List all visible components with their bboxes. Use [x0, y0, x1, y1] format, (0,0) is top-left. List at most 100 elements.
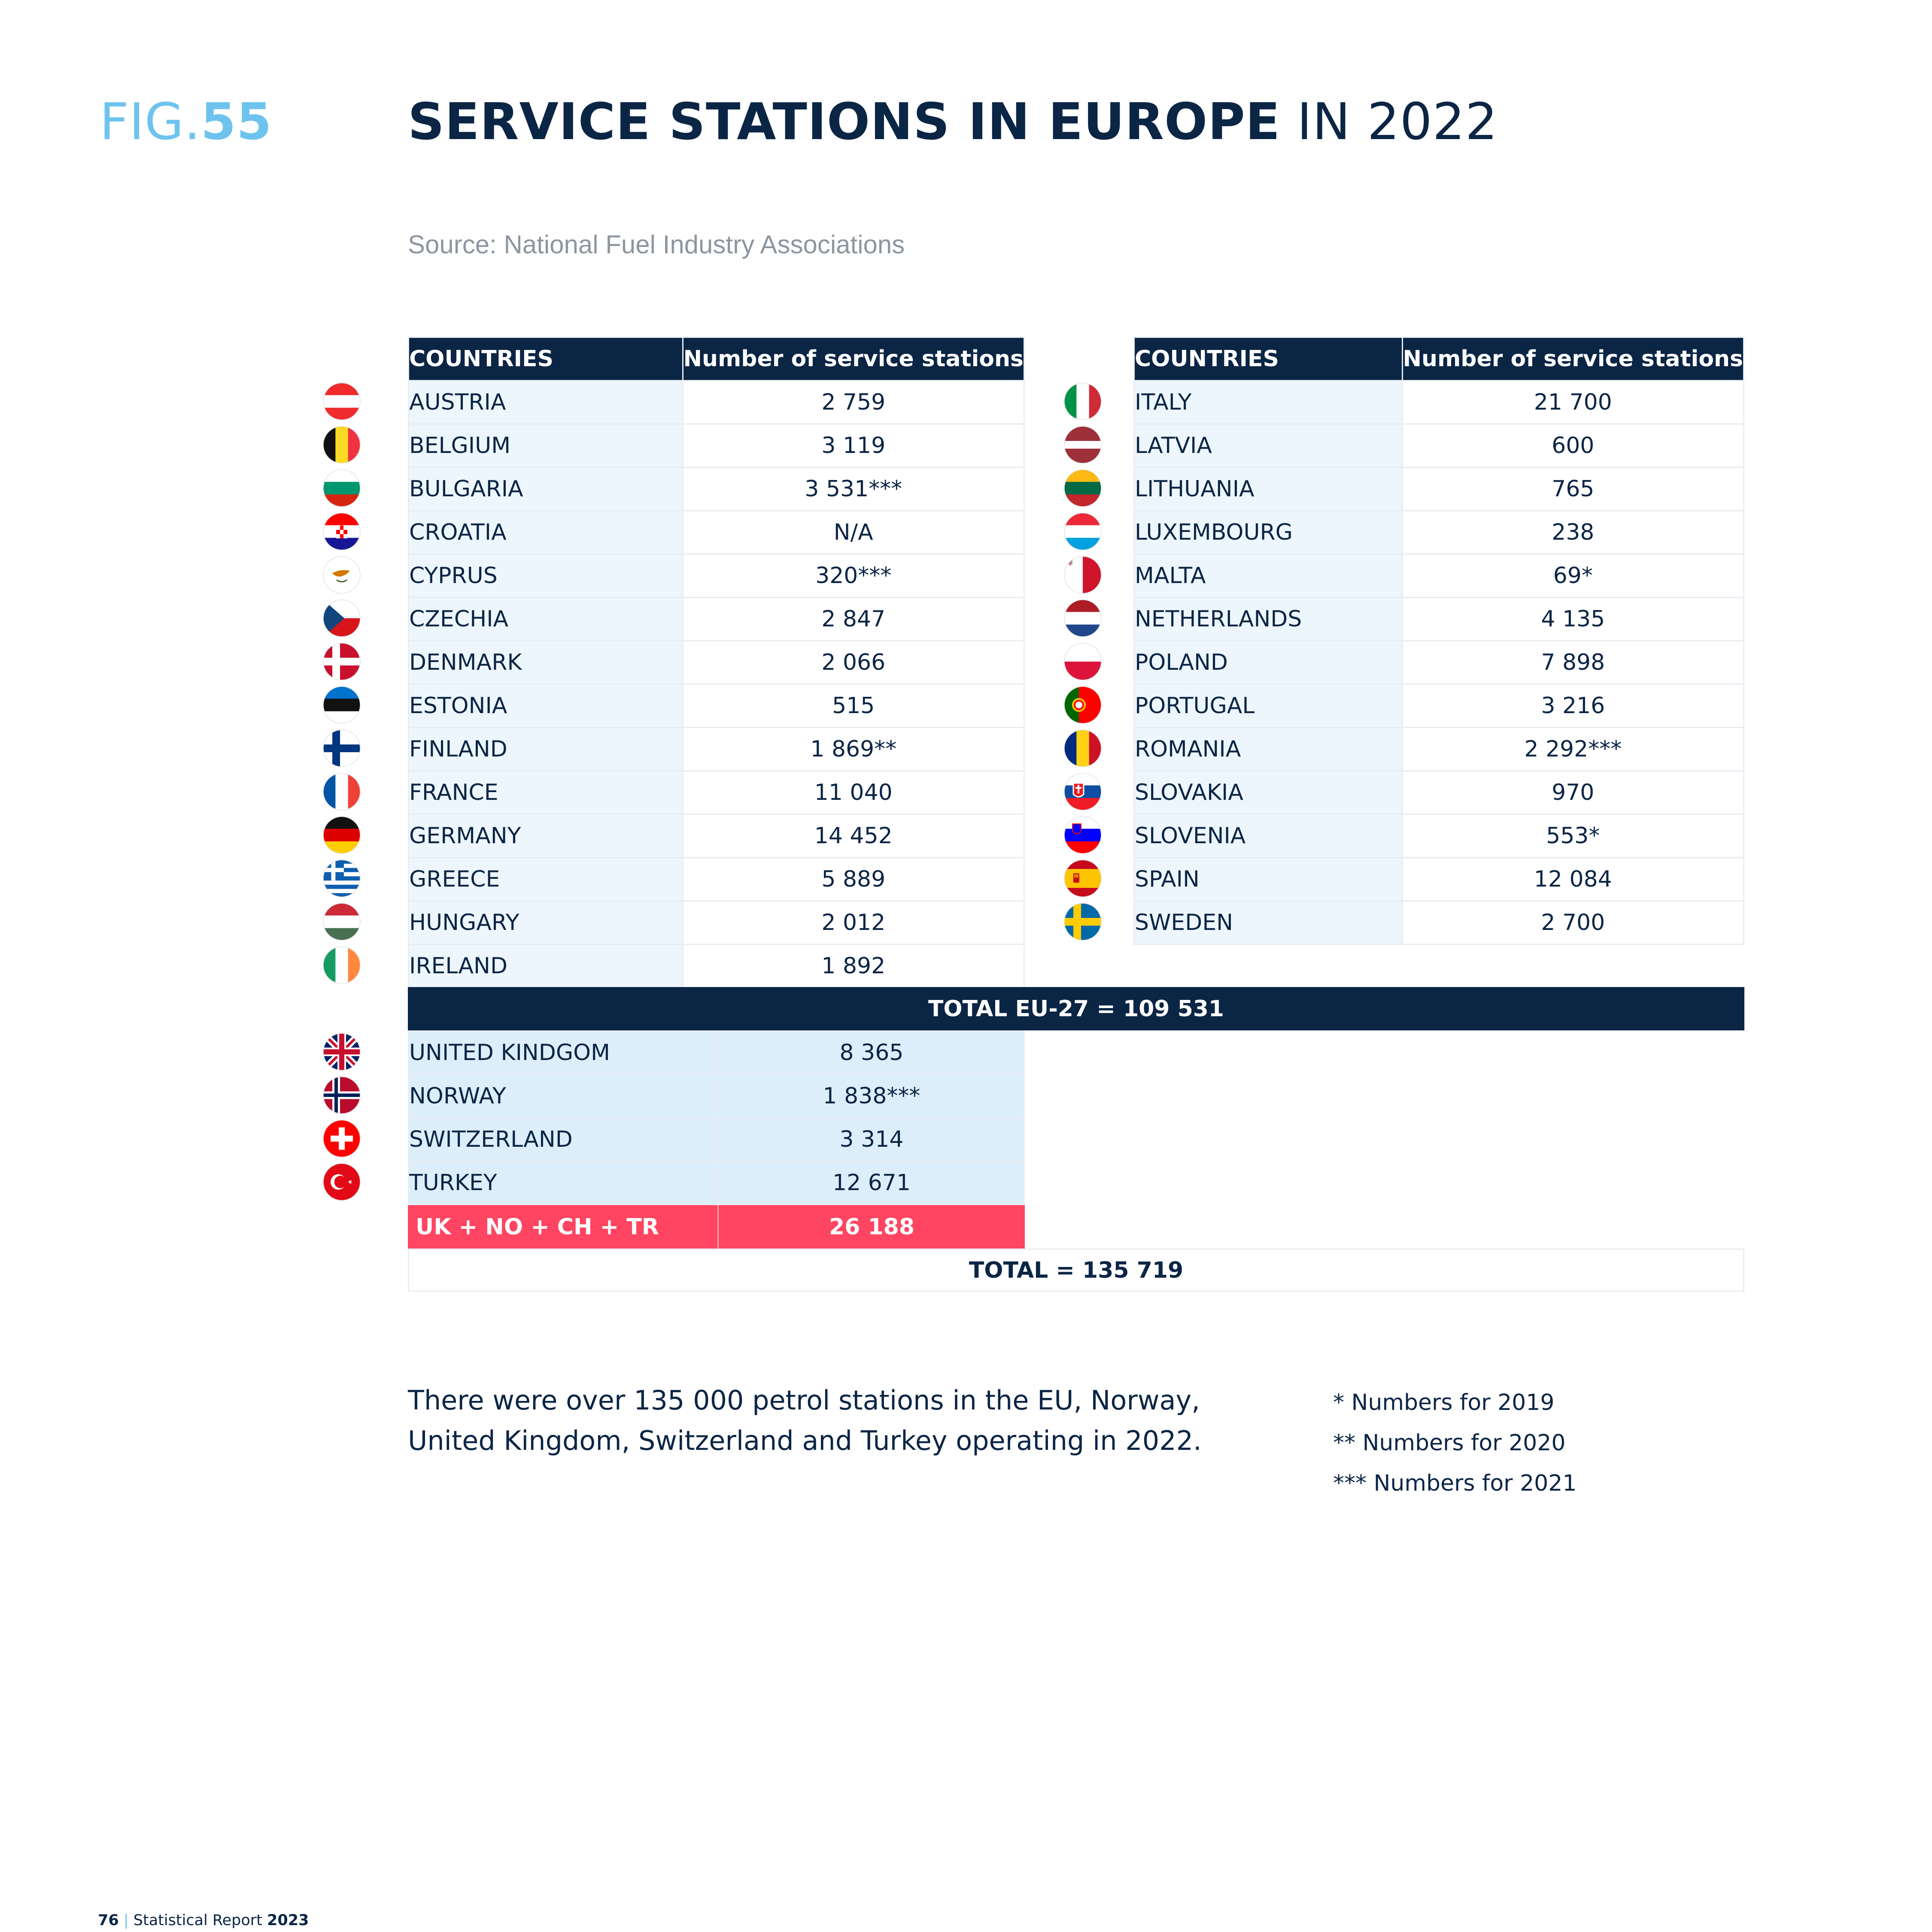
- flag-hungary-icon: [323, 903, 361, 941]
- country-name: CROATIA: [408, 510, 683, 555]
- country-name: IRELAND: [408, 944, 683, 988]
- table-row: BULGARIA 3 531***: [408, 467, 1025, 511]
- report-name: Statistical Report: [133, 1912, 262, 1929]
- country-name: SPAIN: [1133, 857, 1403, 902]
- station-count: 4 135: [1401, 597, 1745, 641]
- flag-netherlands-icon: [1064, 599, 1102, 637]
- station-count: 765: [1401, 467, 1745, 511]
- table-non-eu: UNITED KINDGOM 8 365 NORWAY 1 838*** SWITZER…: [408, 1030, 1025, 1205]
- country-name: MALTA: [1133, 553, 1403, 598]
- country-name: TURKEY: [408, 1160, 720, 1205]
- flag-belgium-icon: [323, 426, 361, 464]
- country-name: LITHUANIA: [1133, 467, 1403, 511]
- footnotes: * Numbers for 2019 ** Numbers for 2020 *…: [1333, 1382, 1577, 1504]
- station-count: 600: [1401, 423, 1745, 468]
- figure-label: FIG.55: [100, 92, 272, 151]
- footnote: ** Numbers for 2020: [1333, 1430, 1566, 1456]
- country-name: LUXEMBOURG: [1133, 510, 1403, 555]
- country-name: ROMANIA: [1133, 727, 1403, 772]
- table-row: BELGIUM 3 119: [408, 423, 1025, 468]
- table-row: ROMANIA 2 292***: [1133, 727, 1745, 772]
- table-row: NORWAY 1 838***: [408, 1074, 1025, 1118]
- table-row: SWEDEN 2 700: [1133, 900, 1745, 945]
- flag-turkey-icon: [323, 1163, 361, 1201]
- station-count: 12 084: [1401, 857, 1745, 902]
- table-header-row: COUNTRIES Number of service stations: [1133, 337, 1745, 381]
- table-row: ESTONIA 515: [408, 683, 1025, 728]
- station-count: 1 892: [682, 944, 1025, 988]
- station-count: 2 292***: [1401, 727, 1745, 772]
- flag-slovakia-icon: [1064, 773, 1102, 811]
- subtotal-value: 26 188: [829, 1214, 914, 1240]
- station-count: 515: [682, 683, 1025, 728]
- flag-united-kingdom-icon: [323, 1033, 361, 1071]
- header-stations: Number of service stations: [1401, 337, 1745, 381]
- country-name: BULGARIA: [408, 467, 683, 511]
- flag-austria-icon: [323, 383, 361, 420]
- station-count: 320***: [682, 553, 1025, 598]
- flag-lithuania-icon: [1064, 469, 1102, 507]
- station-count: 1 869**: [682, 727, 1025, 772]
- flag-latvia-icon: [1064, 426, 1102, 464]
- country-name: LATVIA: [1133, 423, 1403, 468]
- title-light: IN 2022: [1297, 92, 1498, 151]
- table-row: PORTUGAL 3 216: [1133, 683, 1745, 728]
- station-count: 3 216: [1401, 683, 1745, 728]
- table-row: GREECE 5 889: [408, 857, 1025, 902]
- station-count: 2 066: [682, 640, 1025, 685]
- table-row: LITHUANIA 765: [1133, 467, 1745, 511]
- country-name: DENMARK: [408, 640, 683, 685]
- flag-france-icon: [323, 773, 361, 811]
- flag-slovenia-icon: [1064, 816, 1102, 854]
- table-row: POLAND 7 898: [1133, 640, 1745, 685]
- flag-croatia-icon: [323, 513, 361, 550]
- table-eu-left: COUNTRIES Number of service stations AUS…: [408, 337, 1025, 988]
- title-bold: SERVICE STATIONS IN EUROPE: [408, 92, 1281, 151]
- country-name: PORTUGAL: [1133, 683, 1403, 728]
- station-count: 970: [1401, 770, 1745, 815]
- flag-poland-icon: [1064, 643, 1102, 680]
- country-name: ITALY: [1133, 380, 1403, 425]
- country-name: FINLAND: [408, 727, 683, 772]
- station-count: 1 838***: [718, 1074, 1025, 1118]
- country-name: BELGIUM: [408, 423, 683, 468]
- flag-switzerland-icon: [323, 1120, 361, 1157]
- station-count: 8 365: [718, 1030, 1025, 1075]
- table-row: DENMARK 2 066: [408, 640, 1025, 685]
- table-row: HUNGARY 2 012: [408, 900, 1025, 945]
- flag-bulgaria-icon: [323, 469, 361, 507]
- station-count: 2 759: [682, 380, 1025, 425]
- table-row: SLOVAKIA 970: [1133, 770, 1745, 815]
- flag-estonia-icon: [323, 686, 361, 724]
- description-text: There were over 135 000 petrol stations …: [408, 1385, 1202, 1456]
- table-row: LUXEMBOURG 238: [1133, 510, 1745, 555]
- table-row: TURKEY 12 671: [408, 1160, 1025, 1205]
- flag-sweden-icon: [1064, 903, 1102, 941]
- country-name: AUSTRIA: [408, 380, 683, 425]
- flag-norway-icon: [323, 1076, 361, 1114]
- country-name: SWEDEN: [1133, 900, 1403, 945]
- flag-luxembourg-icon: [1064, 513, 1102, 550]
- flag-denmark-icon: [323, 643, 361, 680]
- country-name: GREECE: [408, 857, 683, 902]
- header-stations: Number of service stations: [682, 337, 1025, 381]
- footnote: * Numbers for 2019: [1333, 1390, 1555, 1416]
- flag-finland-icon: [323, 729, 361, 767]
- flag-portugal-icon: [1064, 686, 1102, 724]
- table-eu-right: COUNTRIES Number of service stations ITA…: [1133, 337, 1745, 945]
- table-row: SPAIN 12 084: [1133, 857, 1745, 902]
- country-name: SLOVAKIA: [1133, 770, 1403, 815]
- table-row: IRELAND 1 892: [408, 944, 1025, 988]
- report-year: 2023: [267, 1912, 309, 1929]
- table-row: CZECHIA 2 847: [408, 597, 1025, 641]
- footnote: *** Numbers for 2021: [1333, 1470, 1577, 1496]
- station-count: 553*: [1401, 814, 1745, 858]
- page-number: 76: [98, 1912, 119, 1929]
- table-header-row: COUNTRIES Number of service stations: [408, 337, 1025, 381]
- country-name: GERMANY: [408, 814, 683, 858]
- header-countries: COUNTRIES: [1133, 337, 1403, 381]
- page-title: SERVICE STATIONS IN EUROPE IN 2022: [408, 92, 1498, 151]
- table-row: CYPRUS 320***: [408, 553, 1025, 598]
- header-countries: COUNTRIES: [408, 337, 683, 381]
- table-row: NETHERLANDS 4 135: [1133, 597, 1745, 641]
